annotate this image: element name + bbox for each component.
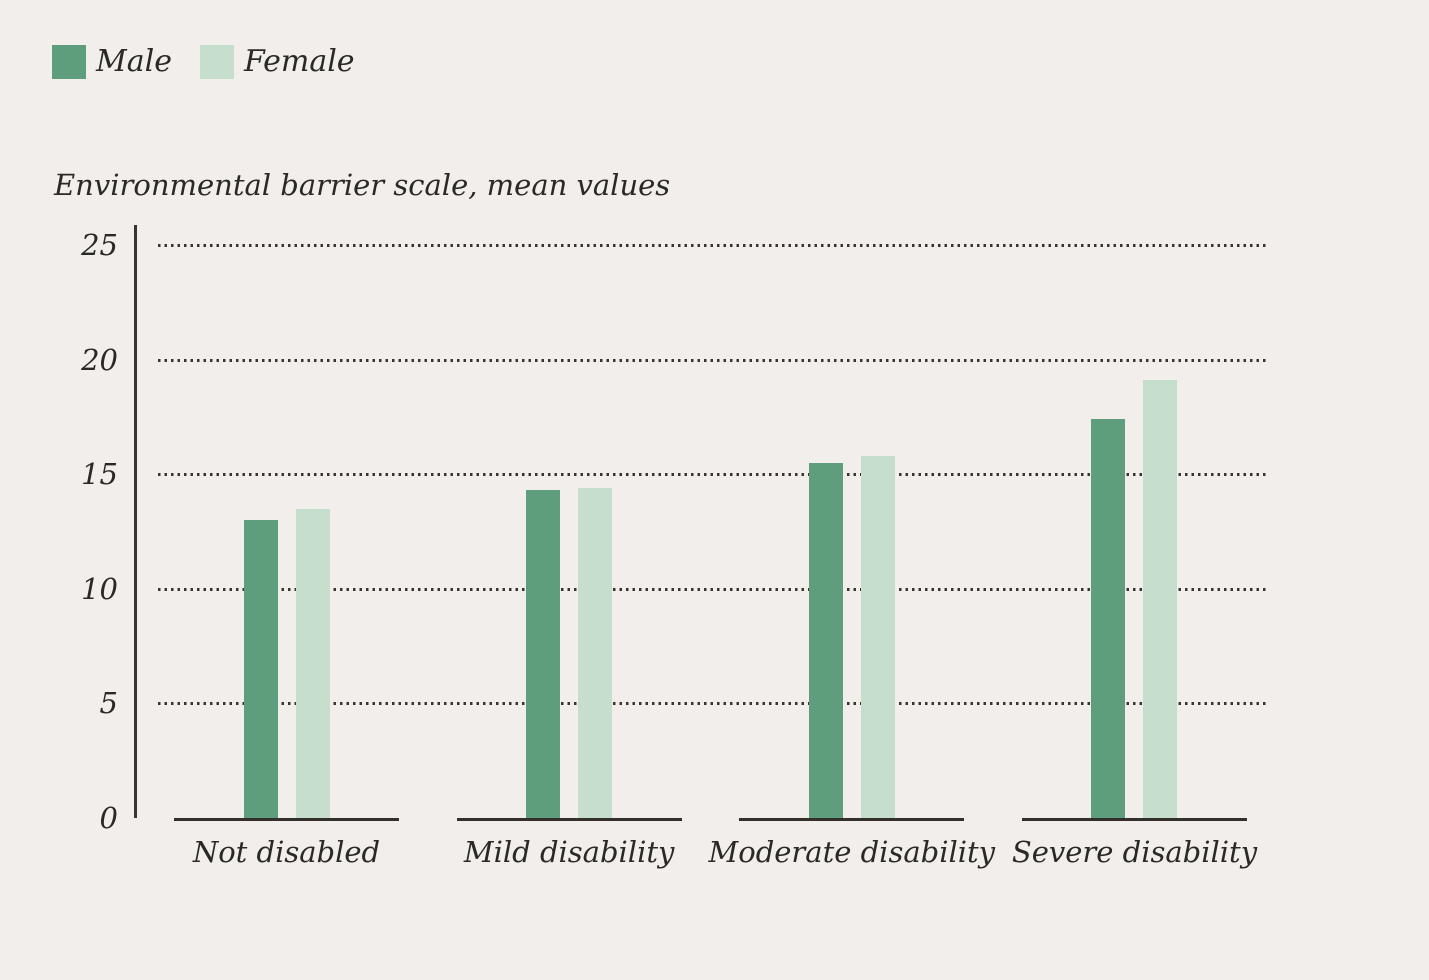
bar-pair	[739, 245, 964, 818]
bar-male	[243, 520, 278, 818]
y-tick-label-10: 10	[81, 571, 118, 606]
bar-group: Severe disability	[1012, 245, 1257, 869]
x-category-label: Not disabled	[192, 835, 381, 869]
bar-female	[578, 487, 613, 818]
gridline-y5	[158, 702, 1267, 706]
male-swatch-icon	[52, 45, 86, 79]
gridline-y15	[158, 473, 1267, 477]
y-tick-label-5: 5	[99, 686, 118, 721]
y-tick-label-25: 25	[81, 228, 118, 262]
gridline-y10	[158, 587, 1267, 591]
bar-male	[526, 490, 561, 818]
bar-group: Moderate disability	[709, 245, 995, 869]
bar-male	[808, 462, 843, 818]
bar-female	[860, 455, 895, 818]
y-tick-label-20: 20	[81, 342, 118, 377]
legend-item-female: Female	[199, 44, 355, 79]
legend: Male Female	[52, 45, 355, 79]
bar-groups: Not disabled Mild disability Moderate disa…	[174, 245, 1257, 869]
bar-group: Not disabled	[174, 245, 399, 869]
x-category-label: Moderate disability	[708, 835, 996, 869]
x-category-label: Severe disability	[1011, 835, 1258, 869]
bar-female	[1143, 380, 1178, 818]
chart-title: Environmental barrier scale, mean values	[54, 168, 671, 202]
x-axis-baseline	[174, 818, 399, 821]
bar-male	[1091, 419, 1126, 818]
bar-pair	[1022, 245, 1247, 818]
plot-area	[158, 244, 1267, 818]
x-axis-baseline	[1021, 818, 1247, 821]
gridline-y20	[158, 358, 1267, 362]
x-axis-baseline	[739, 818, 965, 821]
legend-label-male: Male	[96, 44, 172, 79]
y-tick-label-0: 0	[99, 801, 118, 835]
bar-pair	[174, 245, 399, 818]
female-swatch-icon	[199, 45, 234, 79]
x-axis-baseline	[456, 818, 682, 821]
y-tick-label-15: 15	[81, 457, 118, 492]
x-category-label: Mild disability	[463, 835, 675, 869]
legend-item-male: Male	[52, 45, 172, 79]
y-axis-line	[134, 225, 137, 818]
bar-female	[295, 508, 330, 818]
legend-label-female: Female	[243, 44, 355, 79]
gridline-y25	[158, 244, 1267, 247]
bar-group: Mild disability	[456, 245, 682, 869]
bar-pair	[457, 245, 682, 818]
